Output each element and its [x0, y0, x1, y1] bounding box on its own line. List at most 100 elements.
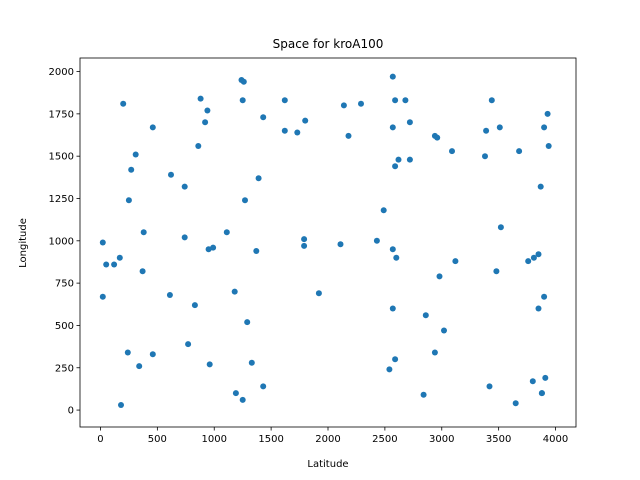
- data-point: [406, 156, 413, 163]
- y-axis-label: Longitude: [18, 218, 29, 268]
- data-point: [436, 273, 443, 280]
- data-point: [181, 183, 188, 190]
- data-point: [497, 224, 504, 231]
- data-point: [395, 156, 402, 163]
- data-point: [255, 175, 262, 182]
- x-tick-label: 3500: [486, 434, 511, 445]
- data-point: [205, 246, 212, 253]
- plot-frame: [79, 57, 577, 428]
- y-axis: 0 250 500 750 1000 1250 1500 1750 2000: [49, 67, 80, 417]
- data-point: [434, 134, 441, 141]
- y-tick-label: 1000: [49, 236, 74, 247]
- data-point: [116, 254, 123, 261]
- data-points: [99, 73, 552, 408]
- data-point: [301, 236, 308, 243]
- data-point: [392, 97, 399, 104]
- data-point: [149, 351, 156, 358]
- x-tick-label: 1000: [202, 434, 227, 445]
- data-point: [431, 349, 438, 356]
- data-point: [544, 110, 551, 117]
- data-point: [253, 248, 260, 254]
- data-point: [239, 97, 246, 104]
- data-point: [281, 127, 288, 134]
- data-point: [223, 229, 230, 236]
- data-point: [389, 124, 396, 131]
- data-point: [202, 119, 209, 126]
- data-point: [248, 359, 255, 366]
- x-tick-label: 2500: [372, 434, 397, 445]
- data-point: [111, 261, 118, 268]
- data-point: [195, 143, 202, 149]
- data-point: [530, 254, 537, 261]
- y-tick-label: 1750: [49, 109, 74, 120]
- data-point: [260, 383, 267, 390]
- data-point: [136, 363, 143, 370]
- data-point: [512, 400, 519, 407]
- data-point: [541, 293, 548, 300]
- data-point: [420, 391, 427, 398]
- data-point: [441, 327, 447, 334]
- data-point: [132, 151, 139, 158]
- y-tick-label: 1500: [49, 152, 74, 163]
- data-point: [392, 163, 399, 170]
- data-point: [99, 293, 106, 300]
- y-tick-label: 750: [55, 279, 74, 290]
- data-point: [488, 97, 495, 104]
- data-point: [392, 356, 399, 363]
- data-point: [482, 153, 488, 160]
- data-point: [210, 244, 217, 251]
- data-point: [242, 197, 248, 204]
- data-point: [535, 305, 542, 312]
- chart-title: Space for kroA100: [273, 37, 384, 51]
- data-point: [301, 242, 308, 249]
- data-point: [452, 258, 459, 265]
- data-point: [125, 197, 132, 204]
- x-axis-label: Latitude: [307, 459, 348, 470]
- data-point: [168, 171, 174, 178]
- data-point: [99, 239, 106, 246]
- data-point: [294, 129, 301, 136]
- data-point: [380, 207, 387, 214]
- data-point: [128, 166, 135, 173]
- data-point: [545, 143, 552, 149]
- data-point: [358, 100, 364, 107]
- data-point: [337, 241, 344, 248]
- data-point: [483, 127, 490, 134]
- data-point: [386, 366, 393, 373]
- data-point: [197, 95, 204, 102]
- x-tick-label: 2000: [315, 434, 340, 445]
- y-tick-label: 1250: [49, 194, 74, 205]
- data-point: [541, 124, 548, 131]
- y-tick-label: 250: [55, 363, 74, 374]
- data-point: [340, 102, 347, 109]
- x-axis: 0 500 1000 1500 2000 2500 3000 3500 4000: [97, 427, 568, 445]
- data-point: [529, 378, 536, 385]
- data-point: [402, 97, 409, 104]
- data-point: [140, 229, 147, 236]
- x-tick-label: 0: [97, 434, 103, 445]
- data-point: [281, 97, 288, 104]
- x-tick-label: 3000: [429, 434, 454, 445]
- data-point: [535, 251, 542, 258]
- data-point: [185, 341, 192, 348]
- data-point: [232, 390, 239, 397]
- data-point: [389, 73, 396, 80]
- data-point: [149, 124, 156, 131]
- data-point: [393, 254, 400, 261]
- data-point: [302, 117, 309, 124]
- data-point: [204, 107, 211, 114]
- data-point: [260, 114, 267, 121]
- data-point: [537, 183, 544, 190]
- data-point: [496, 124, 503, 131]
- data-point: [191, 302, 198, 309]
- data-point: [389, 246, 396, 253]
- data-point: [345, 132, 352, 139]
- data-point: [206, 361, 213, 368]
- data-point: [231, 288, 238, 295]
- data-point: [373, 237, 380, 244]
- data-point: [118, 402, 124, 408]
- y-tick-label: 2000: [49, 67, 74, 78]
- x-tick-label: 4000: [543, 434, 568, 445]
- data-point: [516, 148, 523, 155]
- data-point: [166, 292, 173, 298]
